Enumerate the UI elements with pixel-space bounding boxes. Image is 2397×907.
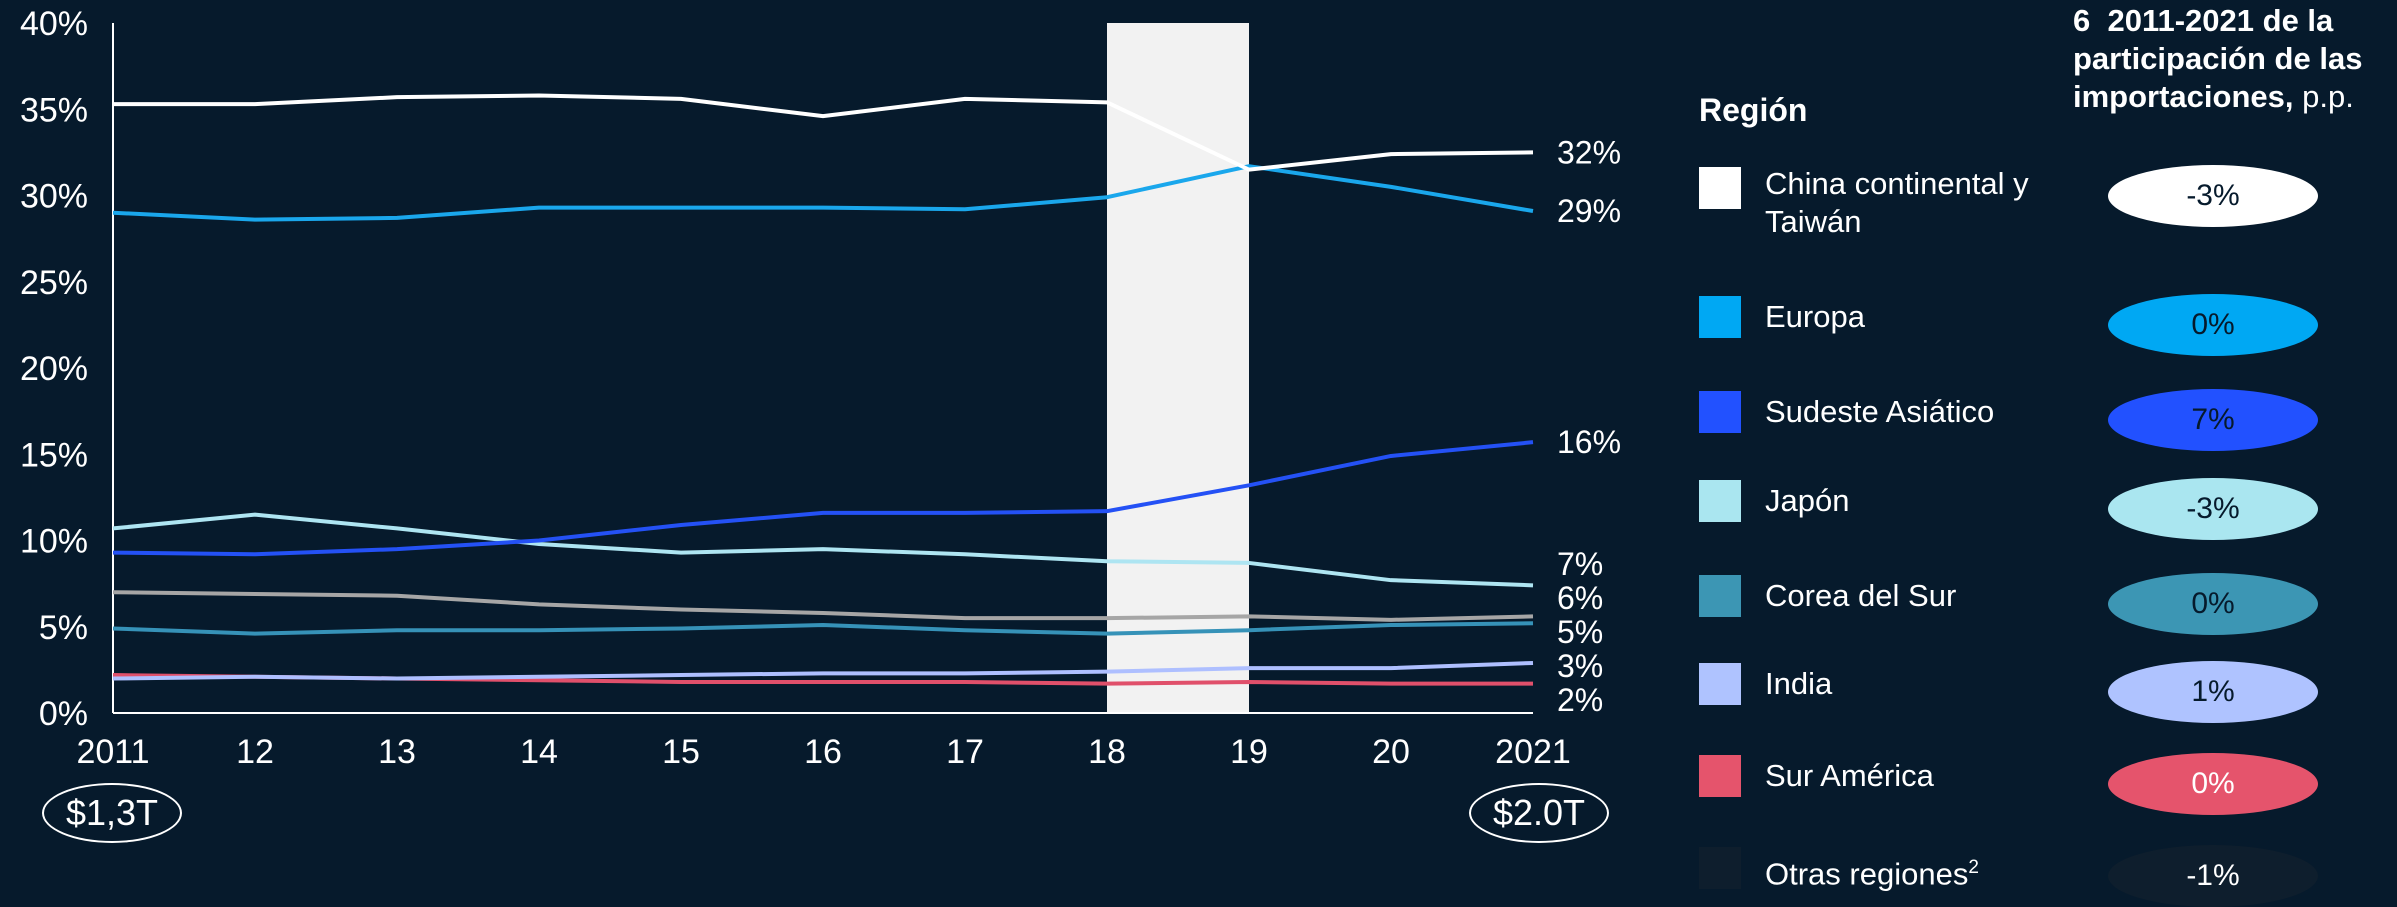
legend-swatch [1699,167,1741,209]
legend-label: Otras regiones2 [1765,856,1979,892]
series-end-label: 5% [1557,614,1603,650]
legend-label: Sur América [1765,758,1934,793]
legend-swatch [1699,391,1741,433]
series-line [112,590,1534,622]
x-tick-label: 14 [520,733,558,771]
series-line [112,164,1534,222]
x-tick-label: 17 [946,733,984,771]
y-tick-label: 30% [20,178,88,216]
end-total-badge: $2.0T [1469,783,1609,843]
y-tick-label: 5% [39,609,88,647]
start-total-value: $1,3T [65,792,159,833]
y-tick-label: 40% [20,5,88,43]
line-chart: 0% 5% 10% 15% 20% 25% 30% 35% 40% 2011 12 13 14 15 16 1… [20,5,1621,771]
x-tick-label: 19 [1230,733,1268,771]
change-value-pill: 0% [2108,753,2318,815]
series-end-label: 7% [1557,546,1603,582]
series-line [113,93,1534,172]
series-line [112,660,1534,681]
series-end-label: 3% [1557,648,1603,684]
change-value-pill: 1% [2108,661,2318,723]
change-title-text: 2011-2021 de la participación de las imp… [2073,3,2363,114]
legend-label: Sudeste Asiático [1765,394,1995,429]
series-line [112,512,1534,588]
highlight-band [1107,23,1249,713]
start-total-badge: $1,3T [42,783,182,843]
legend-title: Región [1699,92,1808,128]
footnote-marker: 2 [1968,857,1979,878]
legend-swatch [1699,755,1741,797]
footnote-number: 6 [2073,3,2091,38]
legend-swatch [1699,480,1741,522]
change-value-pill: -3% [2108,165,2318,227]
change-value-pill: 0% [2108,573,2318,635]
series-end-label: 16% [1557,424,1621,460]
legend-swatch [1699,575,1741,617]
x-tick-label: 12 [236,733,274,771]
legend-label: Europa [1765,299,1865,334]
legend-label: Japón [1765,483,1850,518]
x-tick-label: 13 [378,733,416,771]
change-value-pill: 0% [2108,294,2318,356]
x-tick-label: 20 [1372,733,1410,771]
change-value-pill: 7% [2108,389,2318,451]
legend-swatch [1699,296,1741,338]
change-title-unit: p.p. [2293,79,2354,114]
series-end-label: 29% [1557,193,1621,229]
x-tick-label: 2021 [1495,733,1571,771]
series-line [112,440,1534,557]
y-tick-label: 20% [20,350,88,388]
series-line [112,621,1534,636]
legend-label: China continental y Taiwán [1765,166,2029,239]
y-tick-label: 10% [20,523,88,561]
y-tick-label: 15% [20,436,88,474]
legend-swatch [1699,663,1741,705]
y-tick-label: 25% [20,264,88,302]
legend-label: India [1765,666,1833,701]
series-end-label: 32% [1557,134,1621,170]
y-tick-label: 0% [39,695,88,733]
x-tick-label: 18 [1088,733,1126,771]
legend-swatch [1699,847,1741,889]
y-tick-label: 35% [20,91,88,129]
series-end-label: 6% [1557,580,1603,616]
change-value-pill: -1% [2108,845,2318,907]
x-tick-label: 2011 [76,733,149,771]
x-tick-label: 16 [804,733,842,771]
series-end-label: 2% [1557,682,1603,718]
legend-label: Corea del Sur [1765,578,1957,613]
end-total-value: $2.0T [1492,792,1586,833]
x-tick-label: 15 [662,733,700,771]
change-value-pill: -3% [2108,478,2318,540]
change-column-title: 6 2011-2021 de la participación de las i… [2073,2,2393,116]
